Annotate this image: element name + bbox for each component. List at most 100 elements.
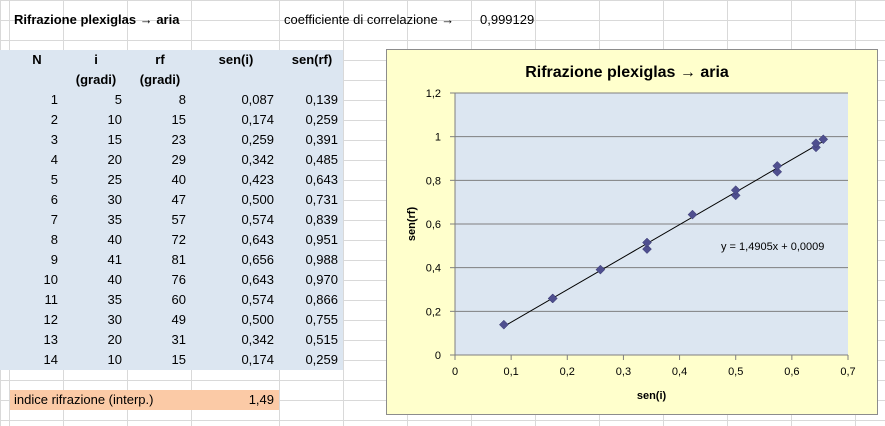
y-tick-label: 0,6 [426,219,441,231]
scatter-chart: Rifrazione plexiglas → aria 0 0,2 0,4 0,6 0,… [406,64,856,402]
cell-i[interactable]: 35 [107,212,122,227]
cell-sen-i[interactable]: 0,500 [241,192,274,207]
cell-i[interactable]: 10 [107,352,122,367]
cell-sen-i[interactable]: 0,174 [241,352,274,367]
cell-sen-rf[interactable]: 0,259 [305,352,338,367]
correlation-value[interactable]: 0,999129 [480,12,535,27]
correlation-label[interactable]: coefficiente di correlazione → [284,12,455,27]
cell-sen-rf[interactable]: 0,391 [305,132,338,147]
header-rf-unit[interactable]: (gradi) [139,72,181,87]
cell-sen-i[interactable]: 0,574 [241,292,274,307]
cell-n[interactable]: 1 [50,92,58,107]
cell-i[interactable]: 40 [107,232,122,247]
cell-i[interactable]: 20 [107,152,122,167]
data-point [547,293,558,304]
cell-sen-rf[interactable]: 0,643 [305,172,338,187]
cell-n[interactable]: 4 [50,152,58,167]
cell-n[interactable]: 14 [43,352,58,367]
cell-sen-rf[interactable]: 0,951 [305,232,338,247]
cell-sen-rf[interactable]: 0,755 [305,312,338,327]
cell-sen-rf[interactable]: 0,139 [305,92,338,107]
plot-area: 0 0,2 0,4 0,6 0,8 1 1,2 0 0,1 0,2 0,3 0,4 0,5 0,6 0,7 y… [406,88,856,402]
cell-sen-i[interactable]: 0,259 [241,132,274,147]
cell-sen-rf[interactable]: 0,866 [305,292,338,307]
cell-sen-i[interactable]: 0,342 [241,332,274,347]
cell-n[interactable]: 6 [50,192,58,207]
cell-sen-rf[interactable]: 0,731 [305,192,338,207]
cell-n[interactable]: 7 [50,212,58,227]
cell-n[interactable]: 3 [50,132,58,147]
cell-rf[interactable]: 40 [171,172,186,187]
cell-sen-rf[interactable]: 0,259 [305,112,338,127]
header-i-unit[interactable]: (gradi) [75,72,117,87]
index-label[interactable]: indice rifrazione (interp.) [14,392,154,407]
cell-n[interactable]: 13 [43,332,58,347]
x-tick-label: 0,6 [784,366,799,378]
cell-sen-i[interactable]: 0,643 [241,232,274,247]
cell-i[interactable]: 25 [107,172,122,187]
table-fill [0,50,343,370]
cell-sen-i[interactable]: 0,342 [241,152,274,167]
cell-sen-rf[interactable]: 0,988 [305,252,338,267]
cell-rf[interactable]: 15 [171,352,186,367]
cell-i[interactable]: 41 [107,252,122,267]
header-sen-rf[interactable]: sen(rf) [291,52,333,67]
chart-area[interactable]: Rifrazione plexiglas → aria 0 0,2 0,4 0,6 0,… [386,49,878,415]
cell-i[interactable]: 40 [107,272,122,287]
cell-sen-i[interactable]: 0,087 [241,92,274,107]
cell-i[interactable]: 5 [114,92,122,107]
cell-n[interactable]: 2 [50,112,58,127]
x-tick-label: 0 [452,366,458,378]
y-tick-label: 0,4 [426,263,441,275]
cell-sen-rf[interactable]: 0,970 [305,272,338,287]
cell-sen-rf[interactable]: 0,515 [305,332,338,347]
cell-rf[interactable]: 47 [171,192,186,207]
cell-i[interactable]: 20 [107,332,122,347]
cell-sen-i[interactable]: 0,643 [241,272,274,287]
cell-n[interactable]: 12 [43,312,58,327]
cell-i[interactable]: 35 [107,292,122,307]
cell-rf[interactable]: 57 [171,212,186,227]
cell-i[interactable]: 10 [107,112,122,127]
cell-rf[interactable]: 72 [171,232,186,247]
cell-sen-rf[interactable]: 0,485 [305,152,338,167]
x-tick-label: 0,4 [672,366,687,378]
cell-rf[interactable]: 29 [171,152,186,167]
cell-sen-i[interactable]: 0,423 [241,172,274,187]
cell-sen-rf[interactable]: 0,839 [305,212,338,227]
cell-sen-i[interactable]: 0,574 [241,212,274,227]
cell-n[interactable]: 10 [43,272,58,287]
trendline-equation: y = 1,4905x + 0,0009 [721,241,824,253]
cell-rf[interactable]: 76 [171,272,186,287]
cell-rf[interactable]: 8 [178,92,186,107]
cell-n[interactable]: 5 [50,172,58,187]
y-axis-title: sen(rf) [406,207,418,242]
y-tick-label: 0,2 [426,306,441,318]
cell-n[interactable]: 9 [50,252,58,267]
cell-rf[interactable]: 49 [171,312,186,327]
data-point [498,319,509,330]
sheet-title[interactable]: Rifrazione plexiglas → aria [14,12,180,27]
cell-i[interactable]: 15 [107,132,122,147]
cell-rf[interactable]: 60 [171,292,186,307]
cell-i[interactable]: 30 [107,192,122,207]
cell-i[interactable]: 30 [107,312,122,327]
cell-rf[interactable]: 31 [171,332,186,347]
cell-sen-i[interactable]: 0,656 [241,252,274,267]
header-sen-i[interactable]: sen(i) [218,52,254,67]
header-i[interactable]: i [94,52,98,67]
cell-rf[interactable]: 81 [171,252,186,267]
cell-rf[interactable]: 23 [171,132,186,147]
index-value[interactable]: 1,49 [248,392,274,407]
header-n[interactable]: N [32,52,42,67]
cell-rf[interactable]: 15 [171,112,186,127]
data-point [730,185,741,196]
header-rf[interactable]: rf [155,52,165,67]
y-tick-label: 1,2 [426,88,441,100]
cell-sen-i[interactable]: 0,174 [241,112,274,127]
cell-n[interactable]: 8 [50,232,58,247]
cell-sen-i[interactable]: 0,500 [241,312,274,327]
cell-n[interactable]: 11 [44,292,59,307]
data-point [687,209,698,220]
data-point [772,161,783,171]
